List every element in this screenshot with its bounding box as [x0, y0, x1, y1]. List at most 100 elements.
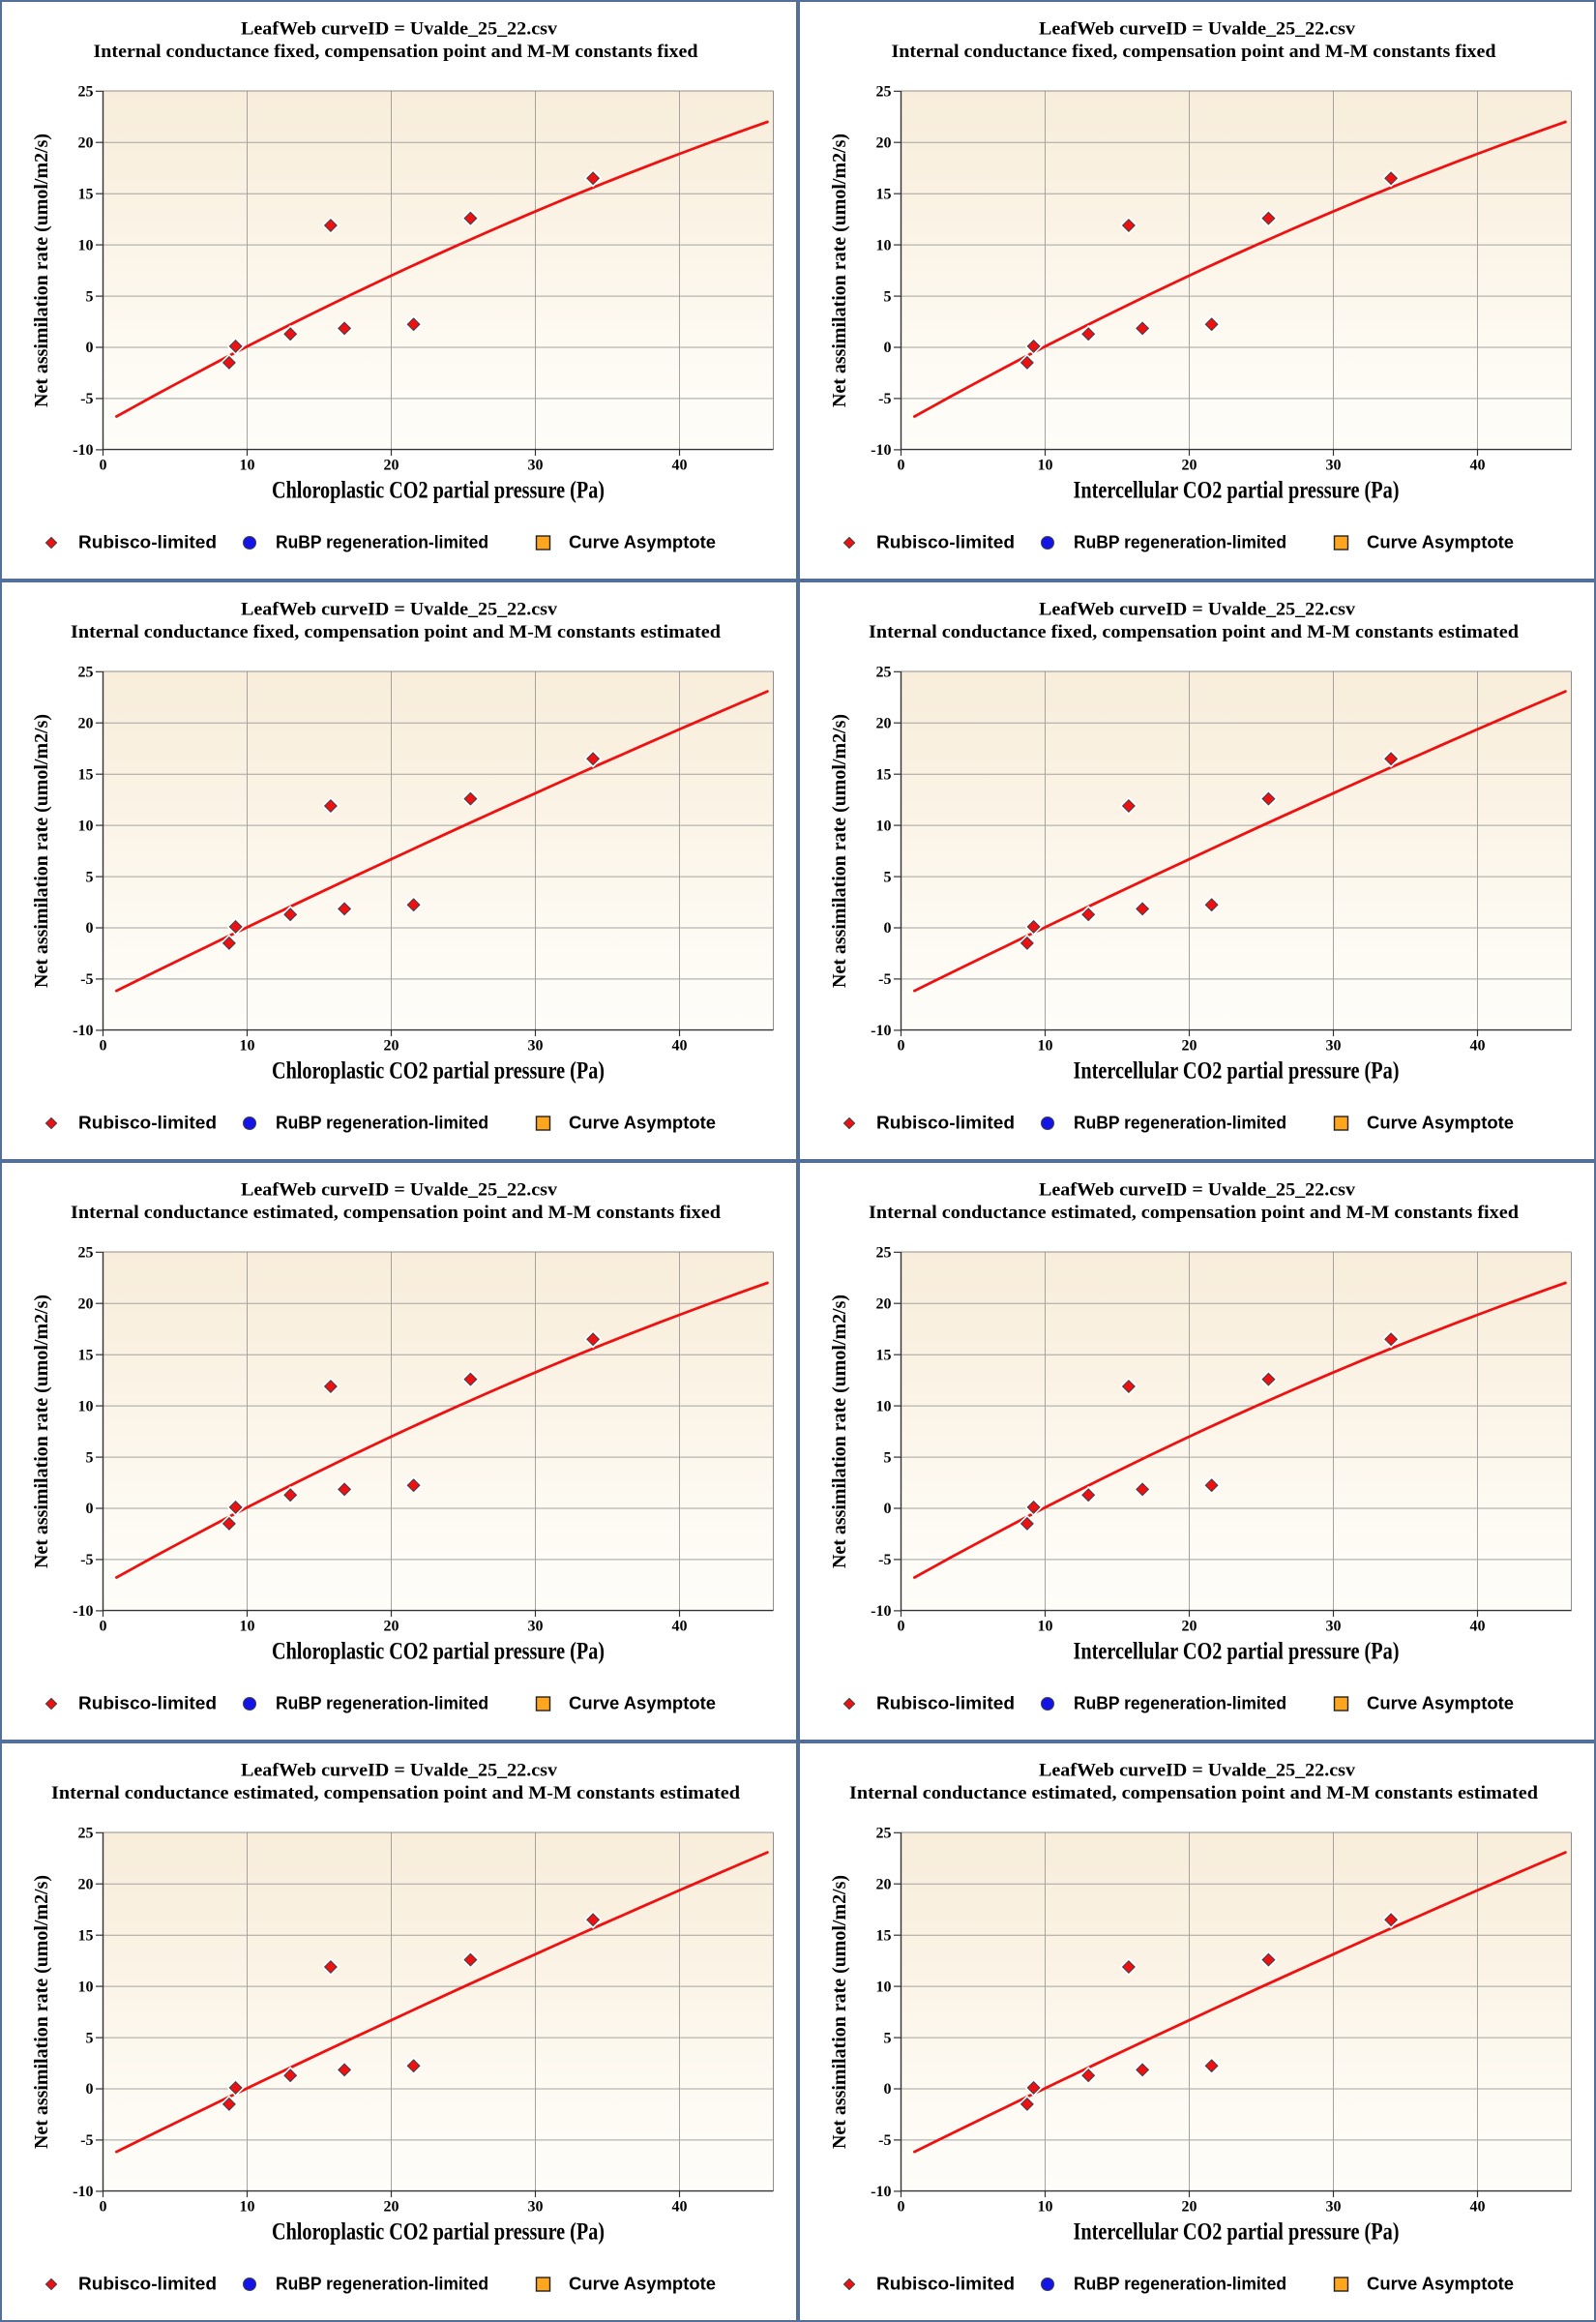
svg-text:20: 20	[78, 1295, 94, 1312]
svg-text:5: 5	[86, 1449, 94, 1466]
svg-text:15: 15	[78, 186, 94, 202]
svg-text:30: 30	[1326, 1037, 1342, 1054]
svg-text:-5: -5	[80, 1552, 93, 1568]
svg-text:5: 5	[86, 2030, 94, 2046]
svg-text:Rubisco-limited: Rubisco-limited	[876, 1694, 1015, 1713]
svg-text:25: 25	[876, 1245, 892, 1262]
svg-text:15: 15	[876, 186, 892, 202]
svg-text:Chloroplastic CO2 partial pres: Chloroplastic CO2 partial pressure (Pa)	[272, 1639, 605, 1665]
svg-text:Net assimilation rate (umol/m2: Net assimilation rate (umol/m2/s)	[31, 1295, 52, 1568]
svg-text:Chloroplastic CO2 partial pres: Chloroplastic CO2 partial pressure (Pa)	[272, 1058, 605, 1085]
svg-text:20: 20	[384, 1037, 399, 1054]
svg-text:RuBP regeneration-limited: RuBP regeneration-limited	[276, 1694, 488, 1713]
svg-text:40: 40	[672, 2198, 688, 2215]
svg-text:40: 40	[1470, 1037, 1486, 1054]
svg-text:20: 20	[78, 1876, 94, 1892]
svg-text:30: 30	[1326, 2198, 1342, 2215]
svg-text:5: 5	[86, 869, 94, 885]
svg-text:Chloroplastic CO2 partial pres: Chloroplastic CO2 partial pressure (Pa)	[272, 478, 605, 504]
svg-text:-5: -5	[878, 971, 891, 988]
svg-text:Rubisco-limited: Rubisco-limited	[876, 1114, 1015, 1133]
svg-text:RuBP regeneration-limited: RuBP regeneration-limited	[1074, 533, 1286, 552]
svg-text:0: 0	[898, 457, 905, 473]
svg-text:Rubisco-limited: Rubisco-limited	[78, 533, 217, 552]
svg-text:0: 0	[86, 920, 94, 937]
svg-text:30: 30	[528, 457, 544, 473]
svg-text:-10: -10	[871, 2184, 891, 2200]
svg-text:30: 30	[528, 1037, 544, 1054]
svg-text:30: 30	[1326, 457, 1342, 473]
svg-text:0: 0	[86, 340, 94, 356]
svg-text:15: 15	[78, 766, 94, 783]
svg-text:25: 25	[876, 1826, 892, 1842]
svg-text:25: 25	[78, 1826, 94, 1842]
svg-text:20: 20	[78, 134, 94, 151]
svg-text:Rubisco-limited: Rubisco-limited	[876, 2275, 1015, 2294]
svg-text:20: 20	[1182, 2198, 1197, 2215]
svg-text:5: 5	[884, 1449, 892, 1466]
svg-text:LeafWeb curveID = Uvalde_25_22: LeafWeb curveID = Uvalde_25_22.csv	[241, 600, 558, 620]
svg-text:Curve Asymptote: Curve Asymptote	[1367, 533, 1514, 552]
svg-text:RuBP regeneration-limited: RuBP regeneration-limited	[1074, 1114, 1286, 1133]
svg-text:Intercellular CO2 partial pres: Intercellular CO2 partial pressure (Pa)	[1074, 1639, 1400, 1665]
svg-text:Intercellular CO2 partial pres: Intercellular CO2 partial pressure (Pa)	[1074, 478, 1400, 504]
svg-text:RuBP regeneration-limited: RuBP regeneration-limited	[1074, 2275, 1286, 2294]
svg-text:20: 20	[876, 134, 892, 151]
svg-text:30: 30	[528, 1618, 544, 1634]
svg-text:15: 15	[876, 1347, 892, 1363]
svg-text:0: 0	[884, 920, 892, 937]
svg-text:40: 40	[1470, 2198, 1486, 2215]
svg-text:10: 10	[1038, 1618, 1053, 1634]
svg-text:-10: -10	[73, 1023, 93, 1039]
svg-text:0: 0	[898, 1618, 905, 1634]
svg-text:40: 40	[1470, 1618, 1486, 1634]
svg-text:10: 10	[78, 1398, 94, 1414]
svg-text:Curve Asymptote: Curve Asymptote	[1367, 1694, 1514, 1713]
svg-text:40: 40	[672, 457, 688, 473]
svg-text:-5: -5	[878, 1552, 891, 1568]
svg-text:Intercellular CO2 partial pres: Intercellular CO2 partial pressure (Pa)	[1074, 2219, 1400, 2246]
svg-text:10: 10	[876, 1398, 892, 1414]
svg-text:0: 0	[100, 457, 107, 473]
svg-text:-10: -10	[73, 2184, 93, 2200]
svg-text:-5: -5	[80, 971, 93, 988]
svg-text:0: 0	[100, 2198, 107, 2215]
svg-text:0: 0	[898, 1037, 905, 1054]
svg-text:LeafWeb curveID = Uvalde_25_22: LeafWeb curveID = Uvalde_25_22.csv	[1039, 19, 1356, 40]
svg-text:10: 10	[1038, 2198, 1053, 2215]
svg-text:RuBP regeneration-limited: RuBP regeneration-limited	[276, 1114, 488, 1133]
svg-text:Net assimilation rate (umol/m2: Net assimilation rate (umol/m2/s)	[829, 1295, 850, 1568]
svg-text:LeafWeb curveID = Uvalde_25_22: LeafWeb curveID = Uvalde_25_22.csv	[1039, 600, 1356, 620]
svg-text:RuBP regeneration-limited: RuBP regeneration-limited	[276, 2275, 488, 2294]
svg-text:Rubisco-limited: Rubisco-limited	[876, 533, 1015, 552]
svg-text:10: 10	[876, 818, 892, 834]
svg-text:0: 0	[100, 1037, 107, 1054]
svg-text:-10: -10	[871, 1603, 891, 1620]
svg-text:20: 20	[384, 2198, 399, 2215]
svg-text:30: 30	[528, 2198, 544, 2215]
svg-text:Curve Asymptote: Curve Asymptote	[569, 533, 716, 552]
svg-text:Curve Asymptote: Curve Asymptote	[1367, 1114, 1514, 1133]
svg-text:LeafWeb curveID = Uvalde_25_22: LeafWeb curveID = Uvalde_25_22.csv	[241, 1761, 558, 1781]
svg-text:20: 20	[1182, 457, 1197, 473]
svg-text:RuBP regeneration-limited: RuBP regeneration-limited	[1074, 1694, 1286, 1713]
svg-text:Internal conductance fixed, co: Internal conductance fixed, compensation…	[892, 42, 1496, 62]
svg-text:20: 20	[78, 715, 94, 731]
svg-text:10: 10	[78, 237, 94, 253]
svg-text:Internal conductance estimated: Internal conductance estimated, compensa…	[849, 1783, 1538, 1803]
svg-text:15: 15	[876, 1927, 892, 1944]
svg-text:15: 15	[876, 766, 892, 783]
svg-text:40: 40	[672, 1037, 688, 1054]
svg-text:RuBP regeneration-limited: RuBP regeneration-limited	[276, 533, 488, 552]
svg-text:10: 10	[240, 1037, 255, 1054]
svg-text:25: 25	[78, 84, 94, 101]
svg-text:Rubisco-limited: Rubisco-limited	[78, 2275, 217, 2294]
svg-text:20: 20	[384, 1618, 399, 1634]
svg-text:Curve Asymptote: Curve Asymptote	[569, 1694, 716, 1713]
svg-text:10: 10	[876, 1979, 892, 1995]
svg-text:-10: -10	[871, 1023, 891, 1039]
svg-text:Internal conductance fixed, co: Internal conductance fixed, compensation…	[94, 42, 698, 62]
svg-text:5: 5	[884, 288, 892, 305]
svg-text:Curve Asymptote: Curve Asymptote	[569, 2275, 716, 2294]
svg-text:25: 25	[876, 84, 892, 101]
